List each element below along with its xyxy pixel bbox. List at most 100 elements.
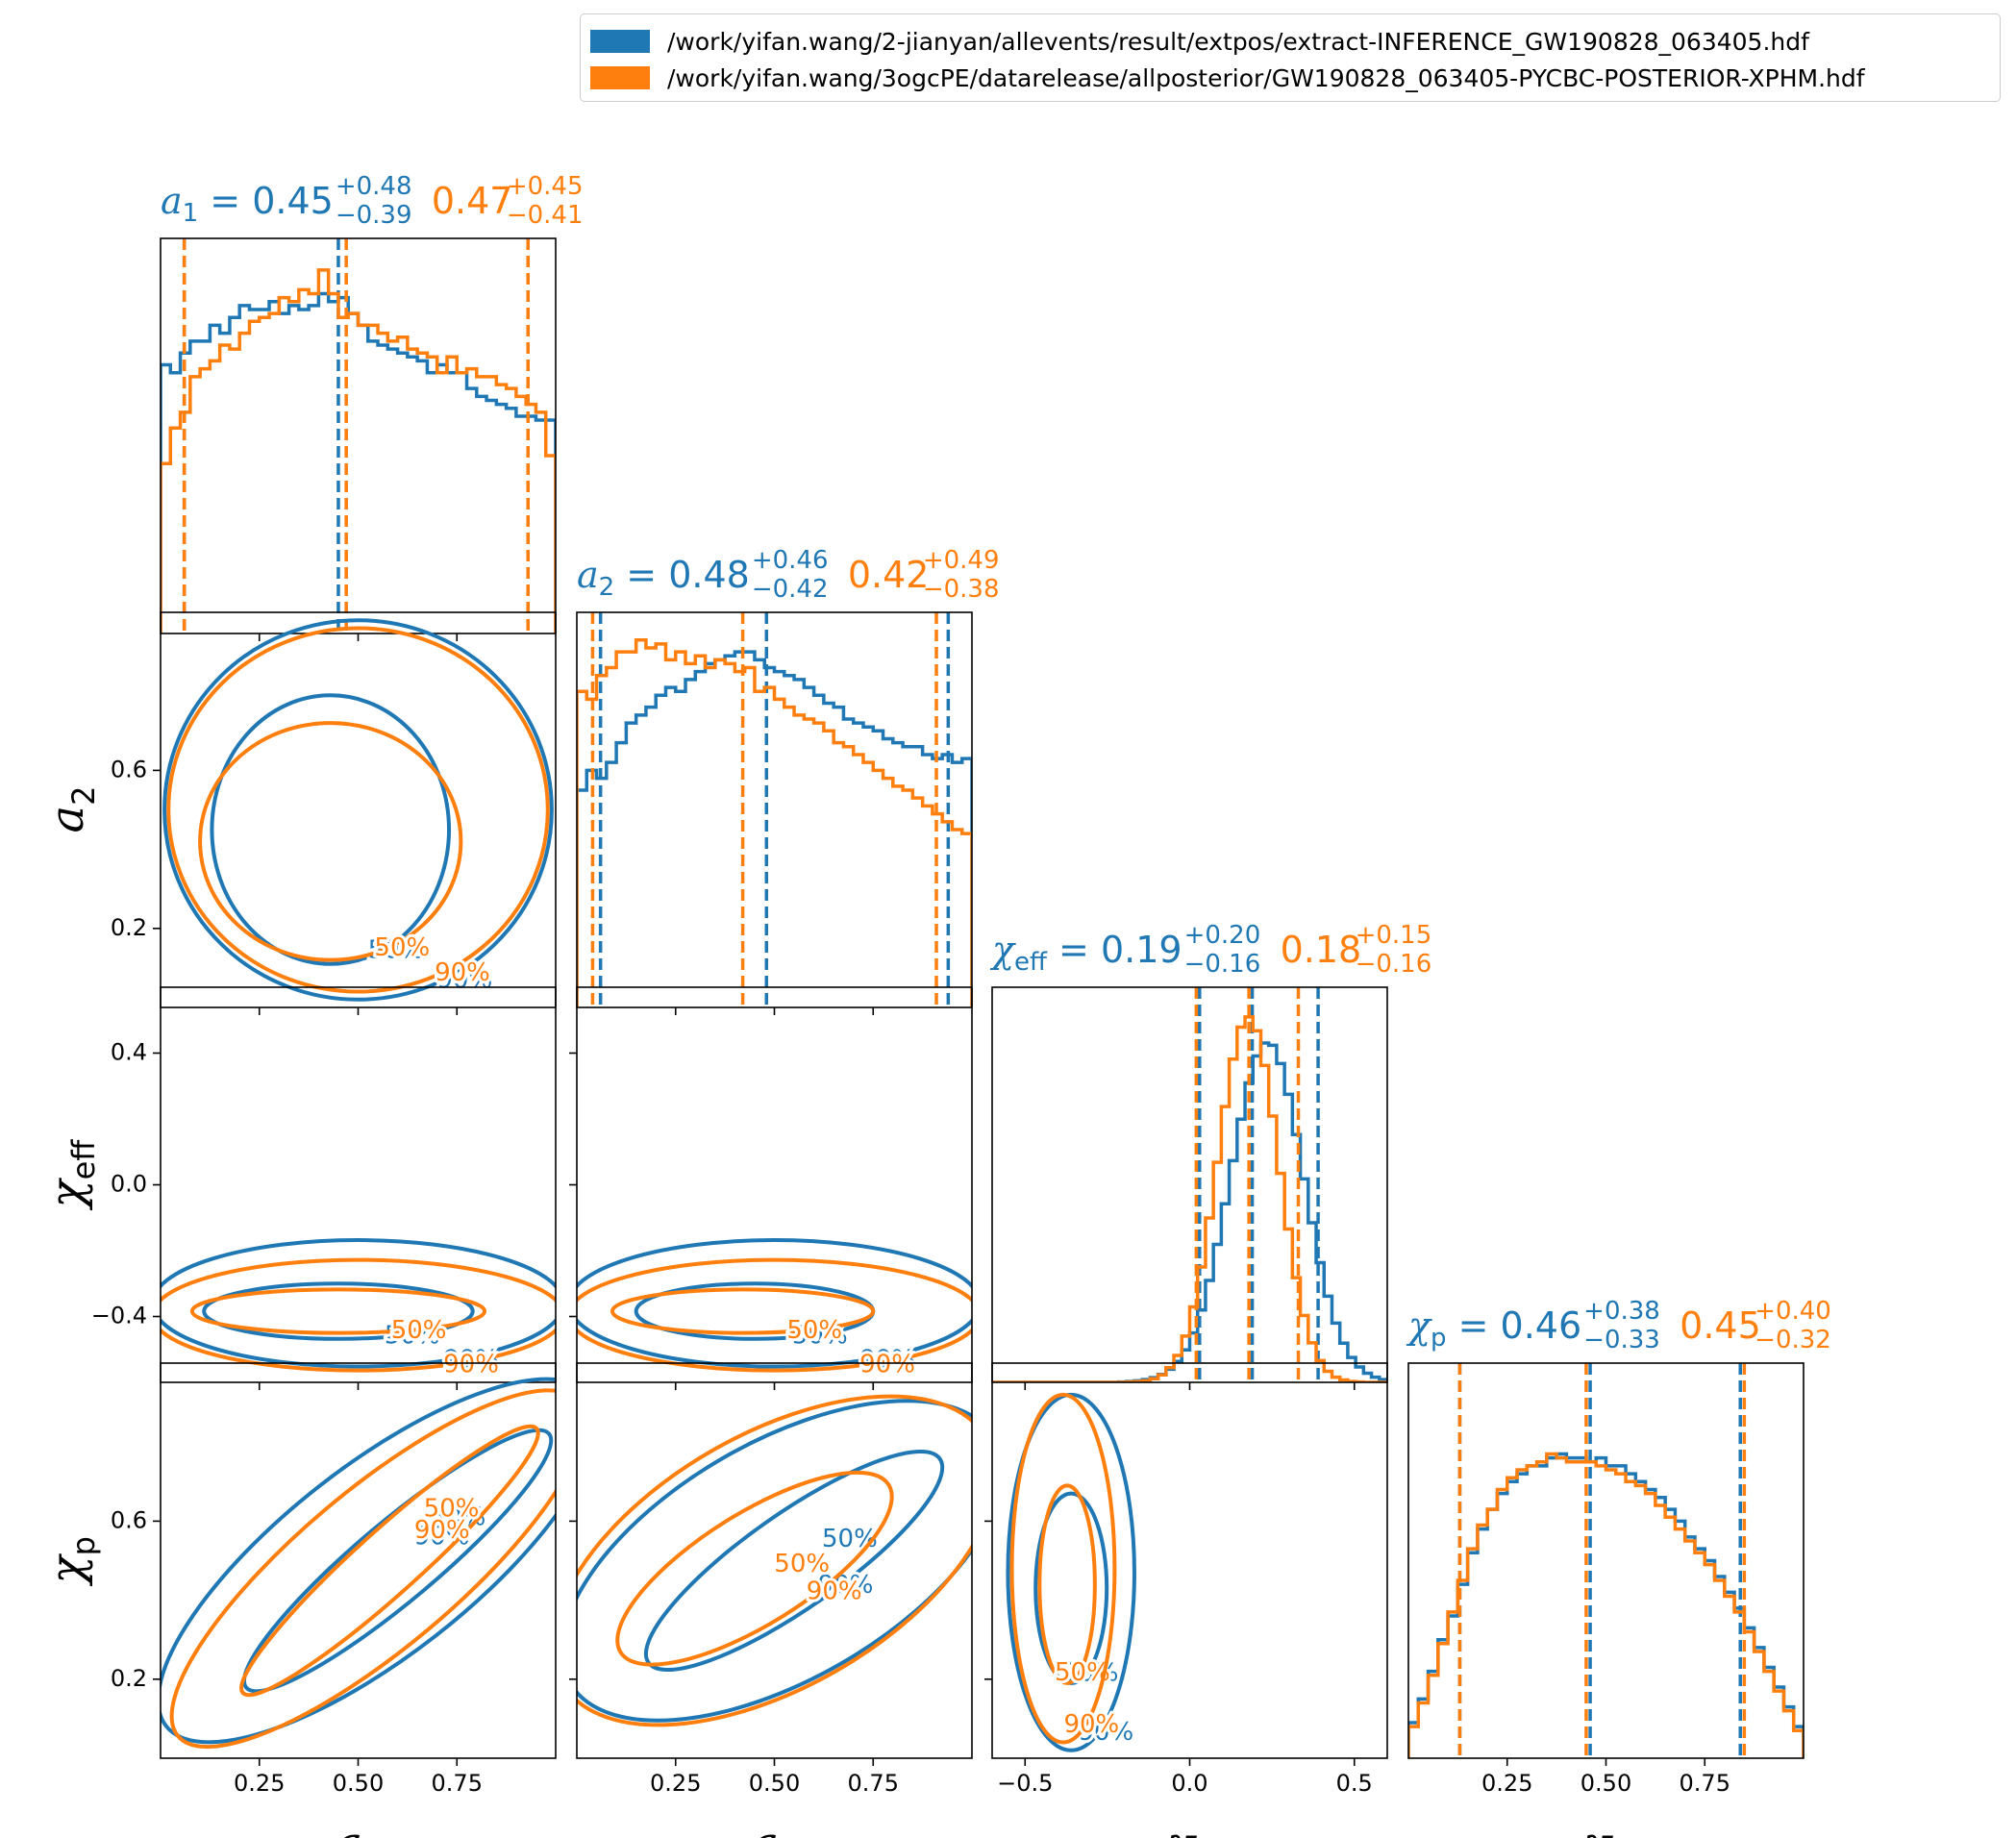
x-tick-label: 0.0 (1171, 1770, 1207, 1797)
panel-title-plus: +0.20 (1184, 921, 1261, 950)
legend: /work/yifan.wang/2-jianyan/allevents/res… (580, 13, 2001, 102)
y-tick-label: 0.6 (111, 756, 147, 782)
contour-label: 50% (424, 1494, 480, 1523)
panel-title-plus: +0.40 (1755, 1297, 1831, 1326)
histogram-step-series-2 (161, 268, 556, 633)
panel-title: a1 = 0.45 (161, 180, 334, 228)
panel-title-series-2: 0.45 (1680, 1304, 1761, 1347)
panel-contour-chi_p-vs-a1: 50%90%50%90% 0.2 0.6 (111, 1362, 557, 1766)
contour-label: 90% (859, 1350, 915, 1378)
contour-50-series-1 (241, 1428, 554, 1694)
contour-label: 50% (774, 1550, 830, 1578)
panel-contour-chi_eff-vs-a1: 50%90%50%90% −0.4 0.0 0.4 (91, 986, 557, 1390)
panel-title: a2 = 0.48 (577, 554, 750, 602)
x-axis-a1: 0.25 0.50 0.75 a1 (234, 1770, 483, 1838)
y-axis-label: χp (40, 1536, 102, 1586)
legend-entry: /work/yifan.wang/2-jianyan/allevents/res… (590, 24, 1809, 59)
panel-title-minus: −0.16 (1184, 950, 1261, 979)
contour-label: 90% (436, 966, 492, 995)
hist-series-group (161, 238, 556, 633)
panel-contour-chi_eff-vs-a2: 50%90%50%90% (569, 986, 973, 1390)
contour-50-series-2 (610, 1287, 876, 1335)
y-tick-label: 0.4 (111, 1039, 147, 1066)
y-tick-label: 0.2 (111, 1665, 147, 1692)
axes-frame (991, 1362, 1388, 1759)
contour-50-series-1 (202, 1281, 475, 1341)
x-tick-label: −0.5 (997, 1770, 1053, 1797)
panel-title-minus: −0.39 (336, 201, 412, 230)
panel-title-minus: −0.42 (752, 575, 829, 604)
contour-label: 50% (374, 933, 430, 962)
contour-label: 50% (368, 935, 424, 964)
contour-50-series-2 (1037, 1483, 1097, 1685)
contour-group: 50%90%50%90% (1006, 1392, 1136, 1752)
contour-50-series-2 (239, 1424, 540, 1698)
contour-90-series-2 (166, 626, 550, 994)
contour-50-series-2 (198, 721, 463, 962)
panel-title-series-2: 0.42 (848, 554, 930, 596)
panel-title-plus: +0.45 (507, 172, 584, 201)
y-axis-chi_p: χp (40, 1536, 102, 1586)
x-tick-label: 0.50 (333, 1770, 384, 1797)
contour-90-series-2 (577, 1394, 972, 1727)
histogram-step-series-1 (992, 1041, 1387, 1382)
panel-title-plus: +0.46 (752, 546, 829, 575)
histogram-step-series-2 (992, 1015, 1387, 1382)
histogram-step-series-2 (577, 638, 972, 1007)
y-axis-label: a2 (40, 786, 102, 833)
contour-group: 50%90%50%90% (161, 1238, 556, 1381)
contour-label: 90% (435, 958, 490, 987)
hist-series-group (1408, 1363, 1804, 1758)
panel-contour-chi_p-vs-chi_eff: 50%90%50%90% (984, 1362, 1388, 1766)
contour-label: 90% (414, 1516, 470, 1545)
y-tick-label: −0.4 (91, 1303, 147, 1329)
x-axis-label: χeff (1164, 1817, 1236, 1838)
contour-90-series-2 (577, 1257, 972, 1373)
x-tick-label: 0.75 (1680, 1770, 1730, 1797)
hist-series-group (577, 612, 972, 1007)
panel-title-plus: +0.38 (1583, 1297, 1660, 1326)
panel-hist-chi_eff: χeff = 0.19 +0.20−0.16 0.18+0.15−0.16 (989, 921, 1431, 1390)
legend-label: /work/yifan.wang/2-jianyan/allevents/res… (667, 27, 1809, 56)
contour-90-series-2 (169, 1388, 556, 1750)
contour-90-series-1 (161, 1377, 556, 1745)
y-axis-a2: a2 (40, 786, 102, 833)
contour-label: 50% (391, 1316, 447, 1345)
y-tick-label: 0.6 (111, 1506, 147, 1533)
contour-90-series-2 (161, 1257, 556, 1373)
x-tick-label: 0.5 (1336, 1770, 1373, 1797)
legend-swatch-blue (590, 30, 650, 53)
contour-group: 50%90%50%90% (577, 1394, 972, 1727)
contour-90-series-1 (162, 618, 554, 1002)
contour-label: 50% (786, 1316, 842, 1345)
y-tick-label: 0.2 (111, 914, 147, 941)
legend-entry: /work/yifan.wang/3ogcPE/datarelease/allp… (590, 61, 1865, 95)
contour-90-series-1 (577, 1238, 972, 1369)
histogram-step-series-1 (577, 650, 972, 1007)
panel-title: χp = 0.46 (1406, 1304, 1581, 1353)
contour-50-series-2 (615, 1470, 894, 1667)
contour-90-series-1 (577, 1399, 972, 1723)
contour-group: 50%90%50%90% (577, 1238, 972, 1381)
panel-title-series-2: 0.18 (1281, 929, 1362, 971)
x-tick-label: 0.75 (432, 1770, 483, 1797)
panel-title-plus: +0.15 (1356, 921, 1432, 950)
panel-title-plus: +0.48 (336, 172, 412, 201)
contour-label: 90% (1063, 1710, 1119, 1739)
contour-label: 50% (822, 1525, 878, 1553)
x-tick-label: 0.25 (234, 1770, 285, 1797)
panel-contour-a2-vs-a1: 50%90%50%90%0.20.6 (111, 611, 557, 1015)
panel-contour-chi_p-vs-a2: 50%90%50%90% (569, 1362, 973, 1766)
x-tick-label: 0.75 (848, 1770, 899, 1797)
x-axis-chi_eff: −0.5 0.0 0.5 χeff (997, 1770, 1373, 1838)
x-tick-label: 0.25 (1481, 1770, 1532, 1797)
panel-hist-chi_p: χp = 0.46 +0.38−0.33 0.45+0.40−0.32 (1406, 1297, 1831, 1766)
legend-label: /work/yifan.wang/3ogcPE/datarelease/allp… (667, 63, 1865, 92)
contour-group: 50%90%50%90% (162, 618, 554, 1002)
contour-50-series-1 (210, 693, 452, 966)
contour-label: 50% (385, 1321, 440, 1350)
panel-hist-a1: a1 = 0.45 +0.48−0.39 0.47+0.45−0.41 (160, 172, 584, 641)
contour-50-series-2 (189, 1287, 487, 1335)
x-axis-chi_p: 0.25 0.50 0.75 χp (1481, 1770, 1730, 1838)
